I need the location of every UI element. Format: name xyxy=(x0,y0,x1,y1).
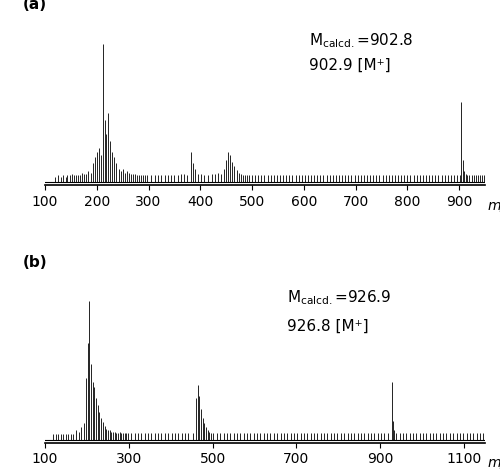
Text: 902.9 [M⁺]: 902.9 [M⁺] xyxy=(309,58,390,73)
Text: $\mathregular{M_{calcd.}}$=902.8: $\mathregular{M_{calcd.}}$=902.8 xyxy=(309,31,413,50)
Text: 926.8 [M⁺]: 926.8 [M⁺] xyxy=(287,319,368,334)
Text: $\mathregular{M_{calcd.}}$=926.9: $\mathregular{M_{calcd.}}$=926.9 xyxy=(287,289,392,307)
Text: m/z: m/z xyxy=(487,456,500,470)
Text: (b): (b) xyxy=(23,255,48,270)
Text: m/z: m/z xyxy=(487,198,500,212)
Text: (a): (a) xyxy=(23,0,47,12)
